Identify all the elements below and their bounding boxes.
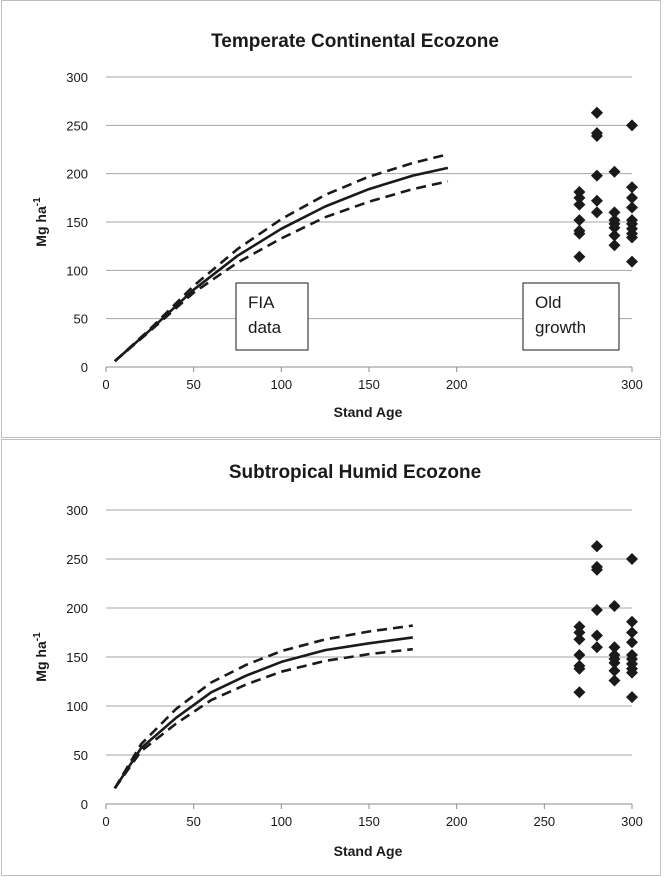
old-growth-point: [573, 649, 586, 662]
old-growth-point: [573, 186, 586, 199]
old-growth-point: [626, 553, 638, 565]
old-growth-point: [573, 198, 586, 211]
old-growth-point: [626, 181, 638, 194]
annotation-box: [522, 282, 620, 351]
old-growth-point: [573, 214, 586, 227]
x-tick-label: 100: [270, 814, 292, 829]
old-growth-point: [573, 250, 586, 263]
y-tick-label: 100: [66, 263, 88, 278]
old-growth-point: [626, 691, 638, 704]
confidence-bound-line: [113, 624, 413, 789]
chart-title: Temperate Continental Ecozone: [211, 31, 499, 52]
y-tick-label: 250: [66, 118, 88, 133]
chart-title: Subtropical Humid Ecozone: [229, 462, 481, 483]
old-growth-point: [608, 206, 621, 219]
old-growth-point: [573, 633, 586, 646]
confidence-bound-line: [113, 180, 449, 363]
y-tick-label: 50: [74, 748, 88, 763]
fitted-curve-line: [113, 636, 413, 790]
old-growth-point: [608, 600, 621, 613]
y-axis-title-superscript: -1: [32, 632, 43, 641]
annotation-text: data: [248, 318, 282, 337]
y-axis-title: Mg ha-1: [32, 632, 49, 682]
old-growth-point: [608, 229, 621, 242]
old-growth-point: [608, 217, 621, 230]
x-tick-label: 150: [358, 377, 380, 392]
old-growth-point: [608, 239, 621, 252]
annotation-text: Old: [535, 293, 561, 312]
old-growth-point: [590, 540, 603, 553]
x-tick-label: 0: [102, 814, 109, 829]
old-growth-point: [626, 191, 638, 204]
x-tick-label: 0: [102, 377, 109, 392]
old-growth-point: [626, 201, 638, 214]
old-growth-point: [590, 641, 603, 654]
old-growth-point: [590, 169, 603, 182]
old-growth-point: [626, 119, 638, 132]
chart-subtropical: Subtropical Humid Ecozone 0 50 100 150 200 250…: [32, 462, 643, 859]
old-growth-point: [590, 206, 603, 219]
chart-panel-subtropical: Subtropical Humid Ecozone 0 50 100 150 200 250…: [1, 439, 661, 876]
old-growth-point: [590, 603, 603, 616]
y-tick-label: 150: [66, 650, 88, 665]
old-growth-point: [590, 106, 603, 119]
y-tick-label: 300: [66, 70, 88, 85]
old-growth-point: [626, 636, 638, 649]
old-growth-point: [626, 626, 638, 639]
y-axis-title-superscript: -1: [32, 197, 43, 206]
y-tick-label: 200: [66, 167, 88, 182]
old-growth-point: [573, 224, 586, 237]
annotation-text: growth: [535, 318, 586, 337]
old-growth-point: [590, 127, 603, 140]
x-tick-label: 50: [186, 814, 200, 829]
y-tick-label: 150: [66, 215, 88, 230]
y-tick-label: 300: [66, 503, 88, 518]
old-growth-point: [573, 659, 586, 672]
y-tick-label: 0: [81, 360, 88, 375]
annotation-text: FIA: [248, 293, 275, 312]
old-growth-point: [626, 255, 638, 268]
old-growth-point: [626, 649, 638, 662]
chart-temperate: Temperate Continental Ecozone 0 50 100 150 20…: [32, 31, 643, 420]
confidence-bound-line: [113, 153, 449, 363]
old-growth-point: [573, 620, 586, 633]
old-growth-point: [590, 194, 603, 207]
old-growth-point: [608, 674, 621, 687]
x-tick-label: 50: [186, 377, 200, 392]
chart-panel-temperate: Temperate Continental Ecozone 0 50 100 150 20…: [1, 0, 661, 438]
y-axis-title: Mg ha-1: [32, 197, 49, 247]
x-tick-label: 200: [446, 814, 468, 829]
old-growth-point: [626, 615, 638, 628]
y-tick-label: 250: [66, 552, 88, 567]
x-axis-title: Stand Age: [334, 843, 403, 859]
old-growth-point: [590, 560, 603, 573]
old-growth-point: [608, 664, 621, 677]
old-growth-point: [608, 641, 621, 654]
y-axis-title-main: Mg ha: [33, 206, 49, 247]
y-tick-label: 100: [66, 699, 88, 714]
old-growth-point: [608, 165, 621, 178]
x-tick-label: 150: [358, 814, 380, 829]
old-growth-point: [590, 629, 603, 642]
x-tick-label: 300: [621, 377, 643, 392]
y-tick-label: 50: [74, 312, 88, 327]
old-growth-point: [608, 652, 621, 665]
x-axis-title: Stand Age: [334, 404, 403, 420]
x-tick-label: 200: [446, 377, 468, 392]
annotation-box: [235, 282, 309, 351]
y-axis-title-main: Mg ha: [33, 641, 49, 682]
x-tick-label: 100: [270, 377, 292, 392]
old-growth-point: [573, 686, 586, 699]
x-tick-label: 300: [621, 814, 643, 829]
x-tick-label: 250: [533, 814, 555, 829]
old-growth-point: [626, 214, 638, 227]
y-tick-label: 0: [81, 797, 88, 812]
y-tick-label: 200: [66, 601, 88, 616]
